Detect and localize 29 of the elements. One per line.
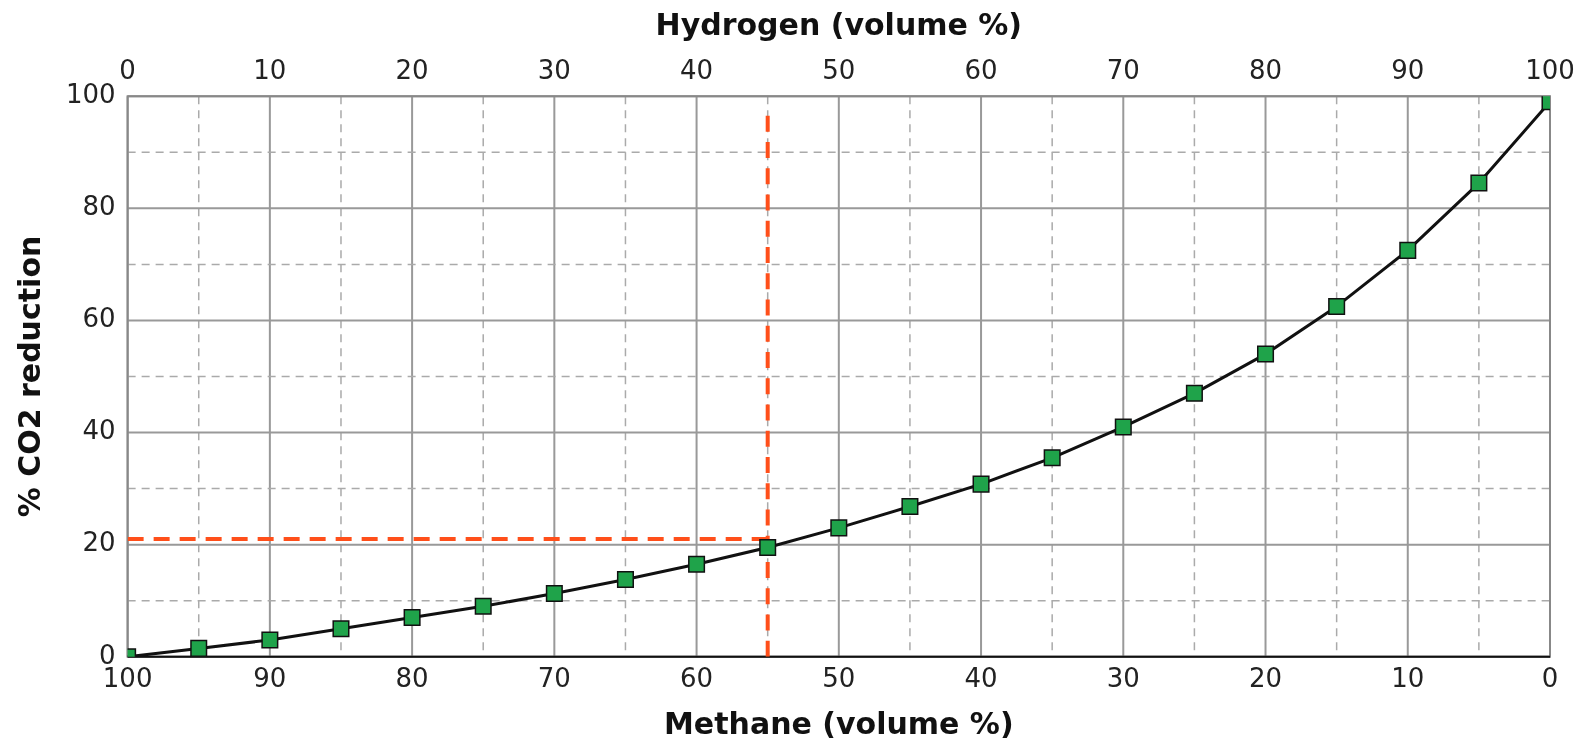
y-tick-label: 60 — [82, 303, 116, 334]
x-tick-label: 30 — [1106, 663, 1140, 694]
x-tick-label: 90 — [253, 663, 287, 694]
x2-tick-label: 60 — [964, 55, 998, 86]
x2-tick-label: 90 — [1391, 55, 1425, 86]
y-tick-label: 100 — [65, 78, 116, 109]
x2-tick-label: 80 — [1248, 55, 1283, 86]
y-axis-title: % CO2 reduction — [11, 235, 47, 518]
x2-tick-label: 40 — [680, 55, 714, 86]
x2-tick-label: 30 — [537, 55, 571, 86]
x-tick-label: 80 — [395, 663, 429, 694]
y-tick-label: 40 — [82, 415, 116, 446]
x2-tick-label: 70 — [1106, 55, 1140, 86]
y-tick-label: 80 — [82, 191, 116, 222]
x2-axis-title: Hydrogen (volume %) — [655, 6, 1023, 42]
x-tick-label: 50 — [822, 663, 856, 694]
x2-tick-label: 100 — [1525, 55, 1575, 86]
x-tick-label: 10 — [1391, 663, 1425, 694]
y-tick-label: 20 — [82, 527, 116, 558]
x-tick-label: 60 — [680, 663, 714, 694]
x2-tick-label: 10 — [253, 55, 287, 86]
x2-tick-label: 50 — [822, 55, 856, 86]
x2-tick-label: 20 — [395, 55, 429, 86]
x-tick-label: 0 — [1541, 663, 1559, 694]
x-tick-label: 70 — [537, 663, 571, 694]
x2-tick-label: 0 — [119, 55, 136, 86]
x-tick-label: 40 — [964, 663, 998, 694]
x-tick-label: 20 — [1248, 663, 1283, 694]
x-axis-title: Methane (volume %) — [663, 705, 1014, 741]
